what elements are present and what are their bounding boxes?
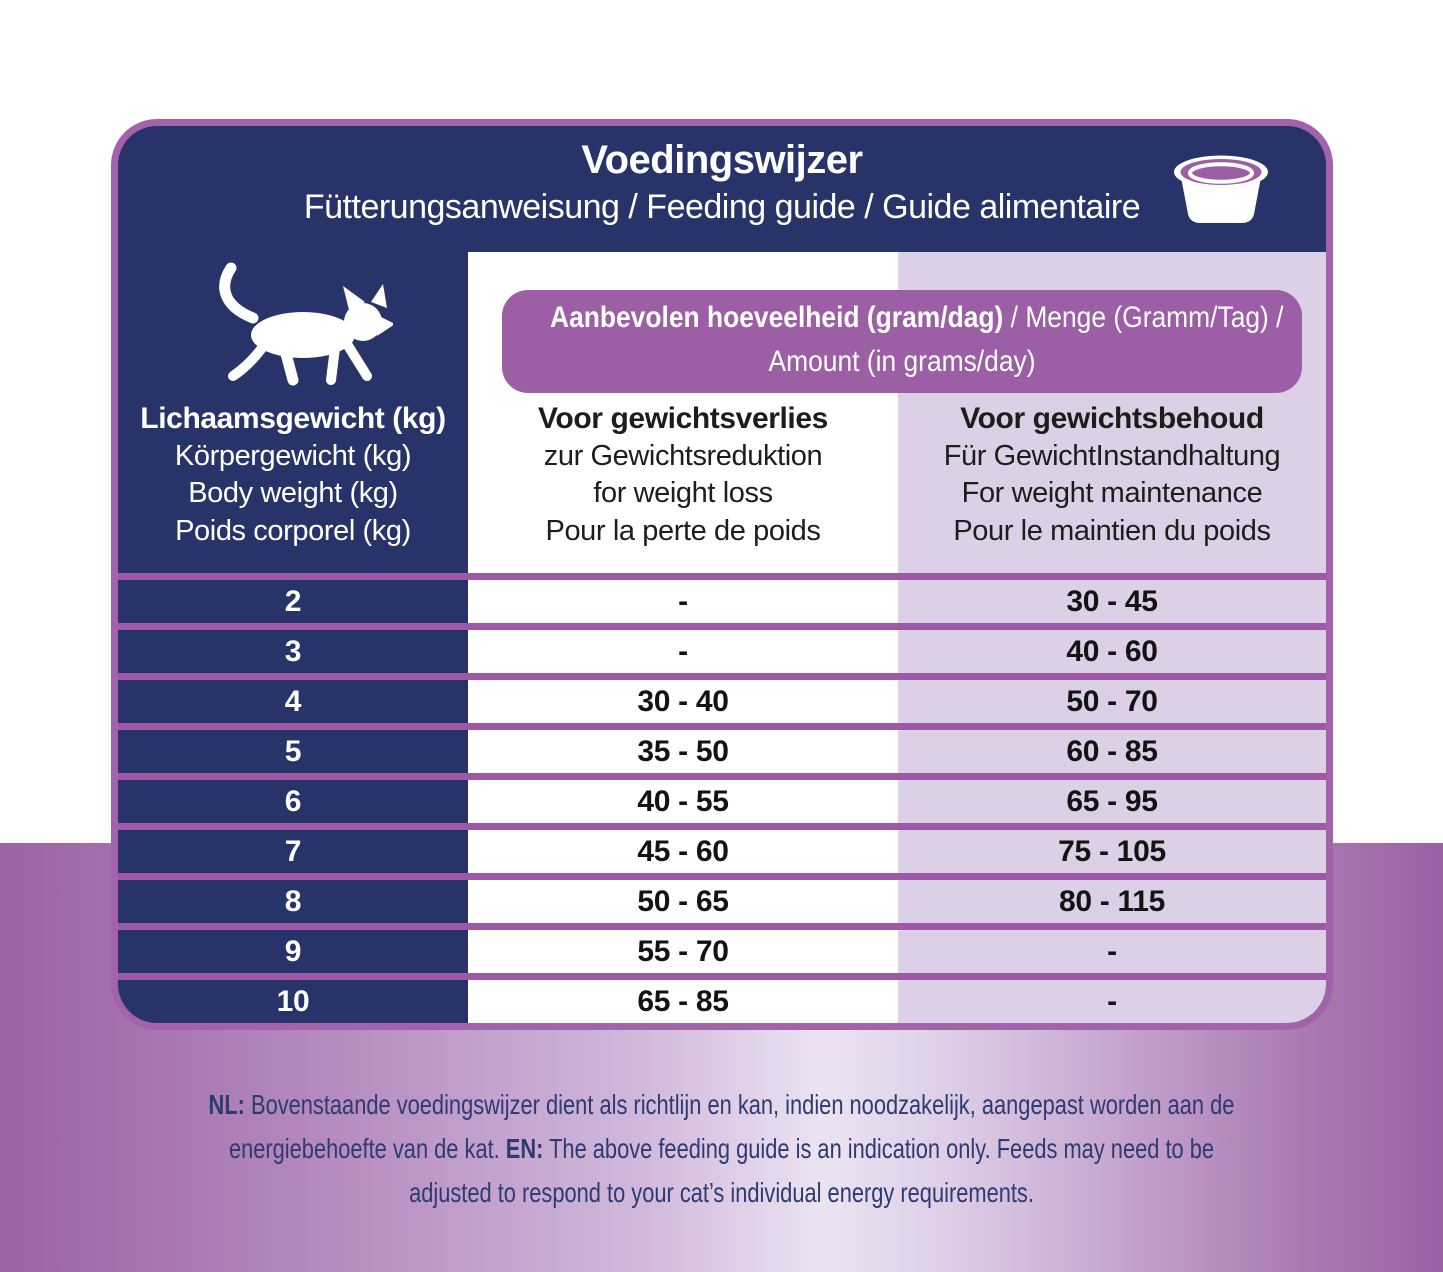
- column-header-line: Für GewichtInstandhaltung: [943, 439, 1281, 472]
- footnote: NL: Bovenstaande voedingswijzer dient al…: [159, 1083, 1285, 1215]
- column-header-line: zur Gewichtsreduktion: [543, 439, 823, 472]
- recommended-amount-banner: Aanbevolen hoeveelheid (gram/dag) / Meng…: [502, 290, 1302, 393]
- column-header-line: Voor gewichtsverlies: [538, 402, 828, 435]
- column-header-line: Körpergewicht (kg): [174, 439, 412, 472]
- footnote-language-label: EN:: [505, 1133, 544, 1164]
- food-bowl-icon: [1170, 150, 1272, 236]
- feeding-table-rows: 2 - 30 - 45 3 - 40 - 60 4 30 - 40 50 - 70 5 35 - 5…: [118, 573, 1326, 1023]
- footnote-text: energiebehoefte van de kat.: [228, 1133, 506, 1164]
- cell-loss: 40 - 55: [637, 785, 729, 818]
- table-row: 2 - 30 - 45: [118, 573, 1326, 623]
- footnote-language-label: NL:: [208, 1089, 245, 1120]
- cell-maintenance: 50 - 70: [1066, 685, 1158, 718]
- cell-loss: -: [678, 585, 688, 618]
- table-row: 9 55 - 70 -: [118, 923, 1326, 973]
- column-header-line: Lichaamsgewicht (kg): [140, 402, 446, 435]
- column-header-line: Poids corporel (kg): [175, 514, 411, 547]
- table-row: 7 45 - 60 75 - 105: [118, 823, 1326, 873]
- column-header-weight-maintenance: Voor gewichtsbehoud Für GewichtInstandhal…: [898, 400, 1326, 550]
- column-header-body-weight: Lichaamsgewicht (kg) Körpergewicht (kg) Bo…: [118, 400, 468, 550]
- page-title: Voedingswijzer: [581, 138, 863, 182]
- footnote-text: The above feeding guide is an indication…: [543, 1133, 1215, 1164]
- cell-weight: 8: [284, 885, 302, 918]
- footnote-line: NL: Bovenstaande voedingswijzer dient al…: [159, 1083, 1285, 1127]
- column-header-line: Pour la perte de poids: [545, 514, 821, 547]
- banner-line-1: Aanbevolen hoeveelheid (gram/dag) / Meng…: [550, 296, 1284, 340]
- cell-maintenance: 40 - 60: [1066, 635, 1158, 668]
- cell-weight: 5: [284, 735, 302, 768]
- cell-weight: 10: [276, 985, 310, 1018]
- table-row: 10 65 - 85 -: [118, 973, 1326, 1023]
- footnote-text: Bovenstaande voedingswijzer dient als ri…: [244, 1089, 1235, 1120]
- column-header-line: Pour le maintien du poids: [953, 514, 1271, 547]
- cell-weight: 4: [284, 685, 302, 718]
- column-header-line: for weight loss: [593, 477, 773, 509]
- table-row: 8 50 - 65 80 - 115: [118, 873, 1326, 923]
- cell-loss: 35 - 50: [637, 735, 729, 768]
- cell-weight: 7: [284, 835, 302, 868]
- page-subtitle: Fütterungsanweisung / Feeding guide / Gu…: [303, 188, 1141, 226]
- footnote-line: energiebehoefte van de kat. EN: The abov…: [159, 1127, 1285, 1171]
- table-row: 4 30 - 40 50 - 70: [118, 673, 1326, 723]
- feeding-guide-card: Voedingswijzer Fütterungsanweisung / Fee…: [111, 119, 1333, 1030]
- banner-regular-text: / Menge (Gramm/Tag) /: [1003, 301, 1284, 334]
- cell-loss: -: [678, 635, 688, 668]
- footnote-text: adjusted to respond to your cat’s indivi…: [409, 1177, 1034, 1208]
- footnote-line: adjusted to respond to your cat’s indivi…: [159, 1171, 1285, 1215]
- table-row: 5 35 - 50 60 - 85: [118, 723, 1326, 773]
- cat-silhouette-icon: [203, 260, 395, 395]
- cell-weight: 3: [284, 635, 302, 668]
- cell-maintenance: 75 - 105: [1058, 835, 1166, 868]
- banner-line-2: Amount (in grams/day): [768, 345, 1036, 378]
- cell-loss: 55 - 70: [637, 935, 729, 968]
- cell-loss: 65 - 85: [637, 985, 729, 1018]
- cell-weight: 2: [284, 585, 302, 618]
- table-row: 6 40 - 55 65 - 95: [118, 773, 1326, 823]
- table-row: 3 - 40 - 60: [118, 623, 1326, 673]
- column-header-weight-loss: Voor gewichtsverlies zur Gewichtsreduktio…: [468, 400, 898, 550]
- column-header-line: For weight maintenance: [961, 477, 1263, 509]
- cell-loss: 30 - 40: [637, 685, 729, 718]
- cell-loss: 50 - 65: [637, 885, 729, 918]
- banner-bold-text: Aanbevolen hoeveelheid (gram/dag): [550, 301, 1004, 334]
- cell-maintenance: -: [1107, 935, 1117, 968]
- cell-maintenance: 65 - 95: [1066, 785, 1158, 818]
- cell-weight: 9: [284, 935, 302, 968]
- cell-weight: 6: [284, 785, 302, 818]
- cell-maintenance: -: [1107, 985, 1117, 1018]
- cell-maintenance: 60 - 85: [1066, 735, 1158, 768]
- column-header-line: Voor gewichtsbehoud: [960, 402, 1264, 435]
- cell-maintenance: 80 - 115: [1058, 885, 1166, 918]
- column-header-line: Body weight (kg): [188, 477, 398, 509]
- cell-maintenance: 30 - 45: [1066, 585, 1158, 618]
- cell-loss: 45 - 60: [637, 835, 729, 868]
